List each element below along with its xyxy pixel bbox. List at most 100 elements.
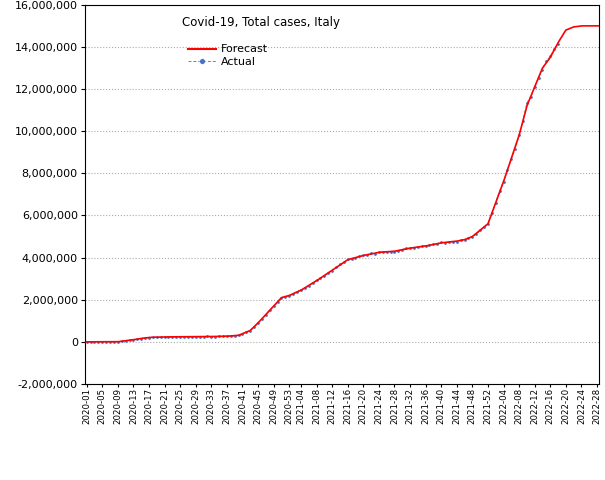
Point xyxy=(327,267,337,275)
Point xyxy=(97,338,107,346)
Point xyxy=(300,284,310,292)
Point xyxy=(506,155,516,163)
Point xyxy=(276,294,286,301)
Point xyxy=(230,332,240,340)
Point xyxy=(203,333,212,340)
Point xyxy=(323,269,333,277)
Point xyxy=(214,333,224,340)
Point xyxy=(319,272,329,279)
Point xyxy=(163,333,173,341)
Legend: Forecast, Actual: Forecast, Actual xyxy=(188,45,269,67)
Point xyxy=(417,242,427,250)
Point xyxy=(382,248,391,256)
Point xyxy=(534,74,543,82)
Point xyxy=(471,230,481,238)
Point xyxy=(366,250,376,257)
Point xyxy=(160,333,169,341)
Point xyxy=(136,335,146,342)
Point xyxy=(206,333,216,340)
Point xyxy=(316,275,325,282)
Point xyxy=(284,292,294,300)
Point xyxy=(436,239,446,246)
Point xyxy=(121,337,131,345)
Point xyxy=(463,234,473,242)
Point xyxy=(499,178,508,185)
Point xyxy=(468,233,477,240)
Point xyxy=(538,66,548,73)
Point xyxy=(428,240,438,248)
Point xyxy=(175,333,185,341)
Point xyxy=(378,248,388,256)
Point xyxy=(351,254,361,262)
Point xyxy=(132,336,142,343)
Point xyxy=(105,338,115,346)
Point xyxy=(483,220,492,228)
Point xyxy=(179,333,189,341)
Point xyxy=(257,315,267,323)
Point xyxy=(308,279,318,287)
Point xyxy=(425,241,434,249)
Point xyxy=(444,239,454,246)
Point xyxy=(448,238,458,246)
Point xyxy=(343,255,353,263)
Point xyxy=(440,239,450,247)
Point xyxy=(94,338,103,346)
Point xyxy=(553,40,563,48)
Point xyxy=(109,338,119,346)
Point xyxy=(374,248,384,256)
Point xyxy=(518,117,528,124)
Point xyxy=(152,334,162,341)
Point xyxy=(238,330,247,337)
Point xyxy=(522,99,532,107)
Point xyxy=(514,132,524,139)
Point xyxy=(358,251,368,259)
Point xyxy=(433,240,442,247)
Point xyxy=(460,236,469,243)
Point xyxy=(491,199,500,206)
Point xyxy=(385,248,395,255)
Point xyxy=(246,327,255,335)
Point xyxy=(456,237,465,244)
Point xyxy=(187,333,197,341)
Point xyxy=(289,290,298,298)
Point xyxy=(90,338,99,346)
Point xyxy=(171,333,181,341)
Point xyxy=(281,293,290,300)
Point xyxy=(420,242,430,250)
Point xyxy=(401,244,411,252)
Point xyxy=(211,333,220,340)
Point xyxy=(191,333,201,341)
Point xyxy=(195,333,204,341)
Point xyxy=(335,261,345,268)
Point xyxy=(511,145,520,153)
Point xyxy=(304,282,313,289)
Point xyxy=(222,332,232,340)
Point xyxy=(144,334,154,341)
Point xyxy=(125,336,134,344)
Point xyxy=(397,246,407,253)
Point xyxy=(390,248,399,256)
Point xyxy=(117,337,126,345)
Point xyxy=(292,288,302,296)
Point xyxy=(226,332,235,340)
Point xyxy=(296,286,306,294)
Point xyxy=(355,252,364,260)
Point xyxy=(347,255,356,263)
Point xyxy=(198,333,208,340)
Point xyxy=(253,319,263,327)
Point xyxy=(362,251,372,259)
Point xyxy=(101,338,111,346)
Point xyxy=(249,323,259,331)
Point xyxy=(218,333,228,340)
Point xyxy=(312,276,321,284)
Point xyxy=(530,83,540,90)
Point xyxy=(549,45,559,53)
Point xyxy=(234,332,243,339)
Point xyxy=(503,166,512,174)
Point xyxy=(269,302,278,310)
Point xyxy=(241,328,251,336)
Point xyxy=(526,93,535,100)
Point xyxy=(128,336,138,344)
Point xyxy=(476,227,485,234)
Point xyxy=(541,57,551,65)
